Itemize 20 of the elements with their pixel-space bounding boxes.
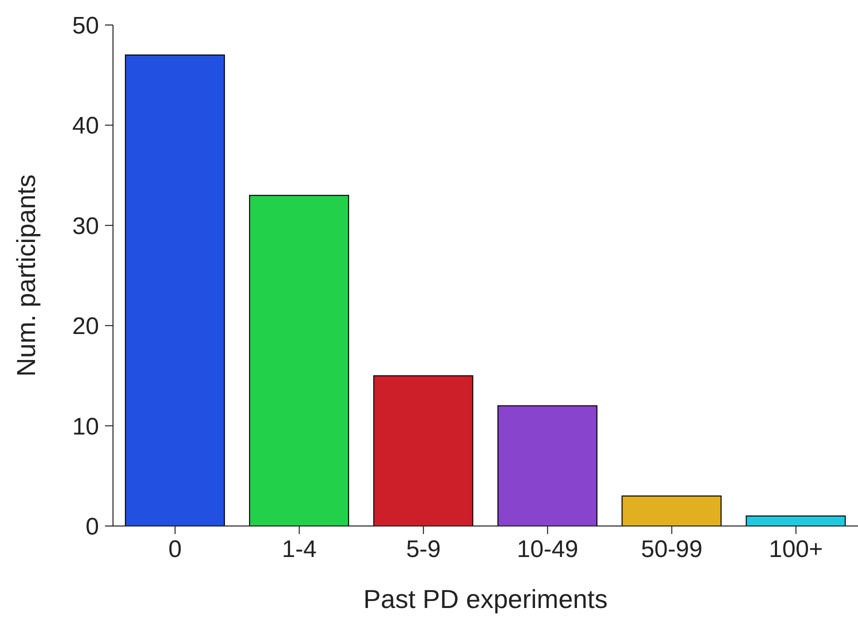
y-tick-label: 20 — [72, 313, 99, 340]
y-tick-label: 30 — [72, 212, 99, 240]
bar — [746, 515, 846, 526]
bar — [497, 405, 598, 526]
y-axis-title: Num. participants — [11, 174, 42, 377]
x-tick-label: 50-99 — [641, 536, 702, 564]
x-axis-title: Past PD experiments — [363, 584, 608, 614]
x-tick-label: 100+ — [768, 536, 823, 564]
x-tick-label: 1-4 — [282, 536, 317, 564]
bar — [373, 375, 474, 526]
bar — [622, 495, 722, 526]
bar — [249, 194, 350, 526]
y-tick-label: 10 — [72, 413, 99, 440]
bar — [124, 54, 225, 526]
x-tick-label: 0 — [168, 536, 182, 564]
x-tick-label: 10-49 — [516, 536, 578, 564]
y-tick-label: 40 — [72, 112, 99, 140]
y-tick-label: 0 — [86, 514, 99, 541]
y-tick-label: 50 — [72, 12, 99, 40]
x-tick-label: 5-9 — [406, 536, 441, 564]
